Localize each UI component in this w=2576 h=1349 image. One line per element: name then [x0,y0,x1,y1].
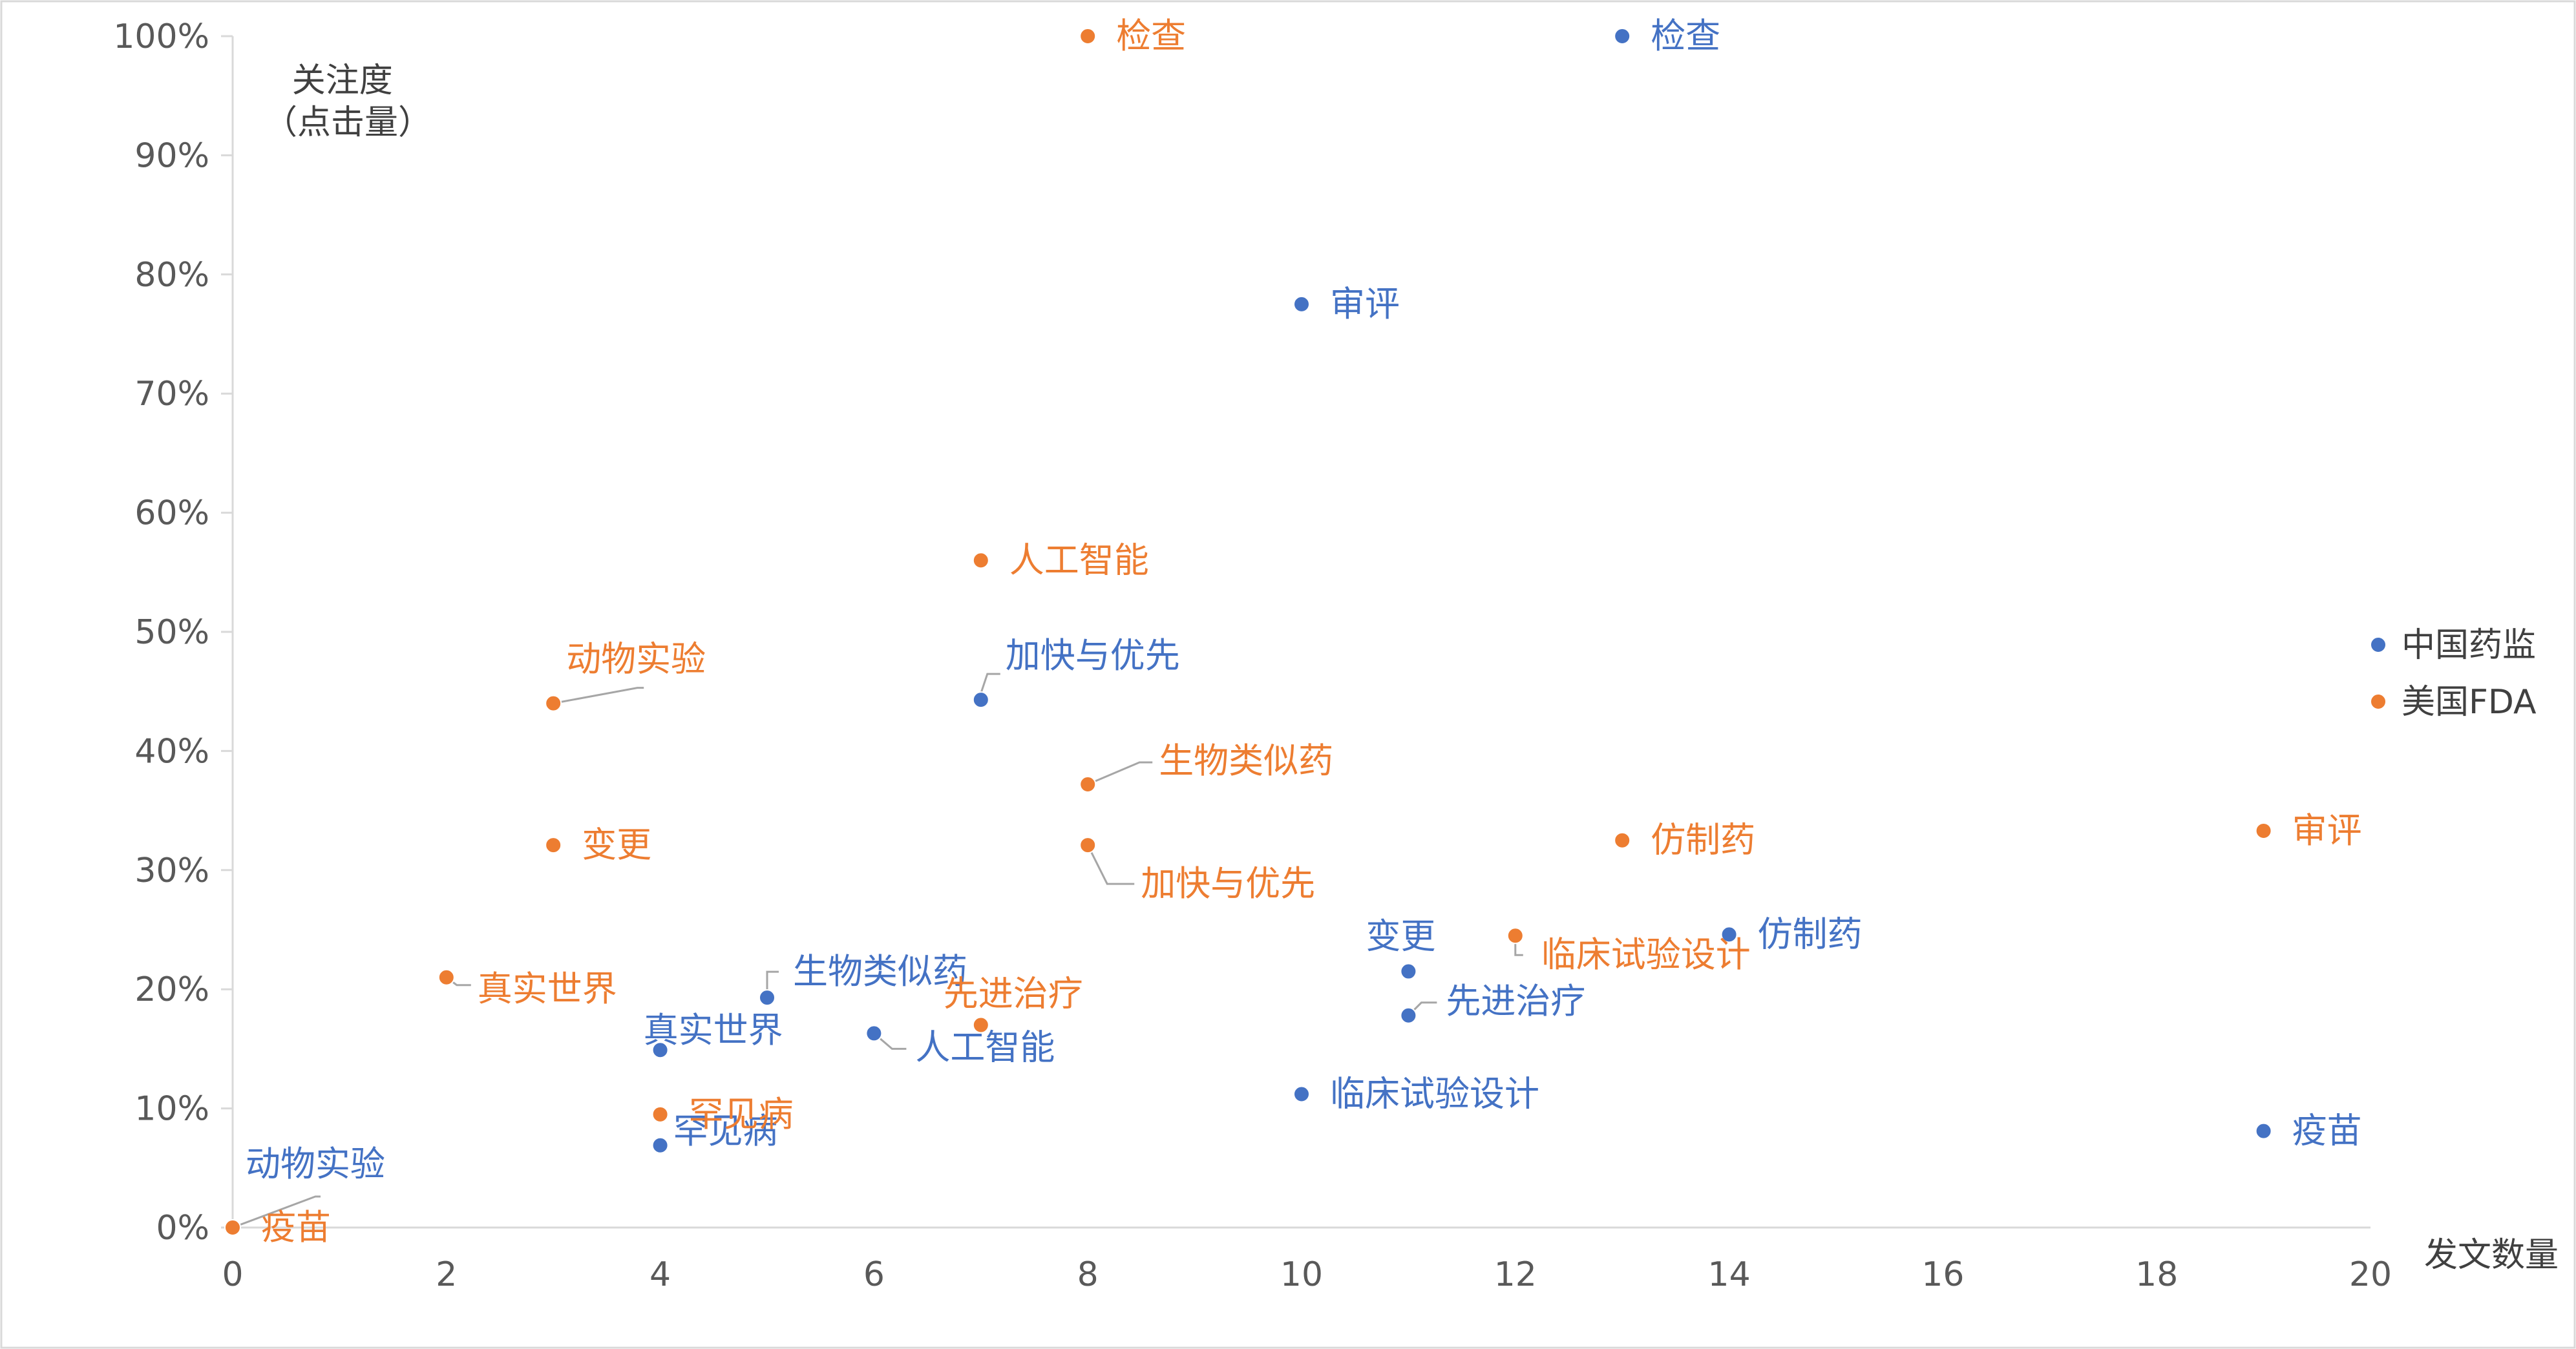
y-tick-label: 0% [156,1209,210,1248]
point-label: 临床试验设计 [1541,934,1751,975]
y-tick-label: 100% [113,17,209,56]
scatter-point [972,552,989,569]
y-tick-label: 20% [134,970,209,1009]
scatter-point [1506,927,1524,945]
scatter-point [1293,295,1310,313]
point-label: 检查 [1116,16,1186,56]
leader-line [1087,761,1153,786]
scatter-point [1079,28,1097,45]
point-label: 审评 [2292,810,2362,851]
legend-marker [2370,693,2387,710]
point-label: 加快与优先 [1141,863,1315,904]
y-tick-label: 90% [134,136,209,175]
point-label: 仿制药 [1758,914,1863,954]
leader-line [232,1195,321,1229]
y-tick-labels: 0% 10% 20% 30% 40% 50% 60% 70% 80% 90% 100% [113,17,233,1248]
x-tick-labels: 0 2 4 6 8 10 12 14 16 18 20 [222,1255,2392,1294]
legend-label: 中国药监 [2402,626,2536,665]
x-axis-title: 发文数量 [2424,1236,2559,1275]
scatter-point [1400,1007,1417,1024]
point-label: 动物实验 [566,639,706,680]
point-label: 检查 [1651,16,1720,56]
x-tick-label: 20 [2349,1255,2392,1294]
scatter-point [865,1025,883,1042]
point-label: 人工智能 [915,1027,1055,1067]
point-label: 动物实验 [246,1144,385,1184]
point-label: 真实世界 [644,1010,783,1051]
x-tick-label: 4 [649,1255,671,1294]
point-label: 临床试验设计 [1330,1073,1539,1114]
point-label: 生物类似药 [1159,740,1333,781]
data-points [224,28,2272,1236]
x-tick-label: 14 [1708,1255,1751,1294]
leader-line [1086,844,1135,885]
y-tick-label: 30% [134,852,209,890]
x-tick-label: 18 [2135,1255,2178,1294]
y-axis-title-line-1: 关注度 [292,61,393,100]
point-label: 先进治疗 [944,974,1083,1014]
y-tick-label: 10% [134,1090,209,1129]
y-tick-label: 50% [134,613,209,652]
scatter-point [438,968,455,986]
x-tick-label: 2 [436,1255,457,1294]
y-axis-title-line-2: （点击量） [264,103,432,142]
point-label: 疫苗 [261,1207,331,1248]
point-label: 真实世界 [478,968,617,1009]
scatter-point [1400,963,1417,980]
scatter-point [651,1041,669,1059]
x-tick-label: 12 [1494,1255,1537,1294]
point-label: 仿制药 [1651,820,1755,861]
scatter-point [1079,776,1097,793]
point-label: 疫苗 [2292,1111,2362,1151]
point-label: 罕见病 [673,1111,778,1151]
legend-marker [2370,636,2387,653]
point-label: 审评 [1330,284,1400,324]
scatter-point [972,1016,989,1034]
point-label: 加快与优先 [1006,635,1180,676]
scatter-point [1614,28,1631,45]
y-tick-label: 60% [134,494,209,533]
y-axis-title: 关注度 （点击量） [264,61,432,142]
leader-lines [232,673,1523,1229]
leader-line [553,687,644,705]
x-tick-label: 8 [1077,1255,1099,1294]
leader-line [1514,942,1523,956]
scatter-point [2255,1122,2272,1140]
x-tick-label: 16 [1921,1255,1964,1294]
legend-label: 美国FDA [2402,683,2537,722]
scatter-point [2255,822,2272,839]
scatter-point [1614,831,1631,849]
point-label: 先进治疗 [1446,981,1585,1021]
point-label: 罕见病 [689,1094,794,1135]
scatter-point [972,691,989,709]
scatter-point [1293,1085,1310,1103]
x-tick-label: 0 [222,1255,243,1294]
scatter-point [651,1105,669,1123]
leader-line [980,673,1000,694]
point-labels: 检查审评加快与优先仿制药变更生物类似药先进治疗人工智能真实世界临床试验设计疫苗罕… [246,16,2362,1248]
scatter-point [545,695,562,712]
scatter-point [1720,926,1738,943]
point-label: 变更 [1366,916,1435,957]
y-tick-label: 40% [134,732,209,771]
y-tick-label: 70% [134,375,209,413]
scatter-point [651,1136,669,1154]
leader-line [766,970,779,992]
point-label: 人工智能 [1009,539,1149,580]
x-tick-label: 6 [863,1255,885,1294]
x-tick-label: 10 [1280,1255,1323,1294]
scatter-point [545,837,562,854]
scatter-point [224,1219,241,1236]
y-tick-label: 80% [134,256,209,295]
scatter-point [1079,837,1097,854]
point-label: 生物类似药 [793,951,967,992]
scatter-point [759,989,776,1007]
point-label: 变更 [582,824,651,865]
